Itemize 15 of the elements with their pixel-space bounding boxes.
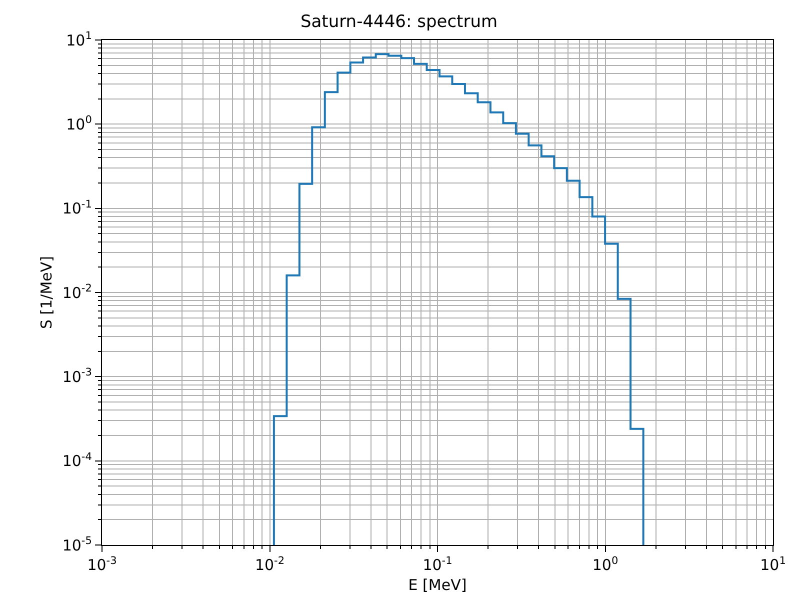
y-tick-label: 10$^{-3}$ <box>62 366 92 386</box>
x-tick-label: 10$^{-3}$ <box>87 554 117 574</box>
x-tick-label: 10$^{-1}$ <box>422 554 452 574</box>
y-tick-label: 10$^{0}$ <box>66 114 92 134</box>
y-tick-label: 10$^{-4}$ <box>62 450 92 470</box>
x-tick-label: 10$^{1}$ <box>760 554 786 574</box>
y-tick-label: 10$^{1}$ <box>66 30 92 50</box>
x-tick-label: 10$^{0}$ <box>592 554 618 574</box>
x-tick-label: 10$^{-2}$ <box>254 554 285 574</box>
y-tick-label: 10$^{-2}$ <box>62 282 92 302</box>
chart-title: Saturn-4446: spectrum <box>300 12 498 32</box>
y-tick-label: 10$^{-1}$ <box>62 198 92 218</box>
y-tick-label: 10$^{-5}$ <box>62 534 92 554</box>
x-axis-title: E [MeV] <box>408 576 467 594</box>
y-axis-title: S [1/MeV] <box>38 256 56 330</box>
